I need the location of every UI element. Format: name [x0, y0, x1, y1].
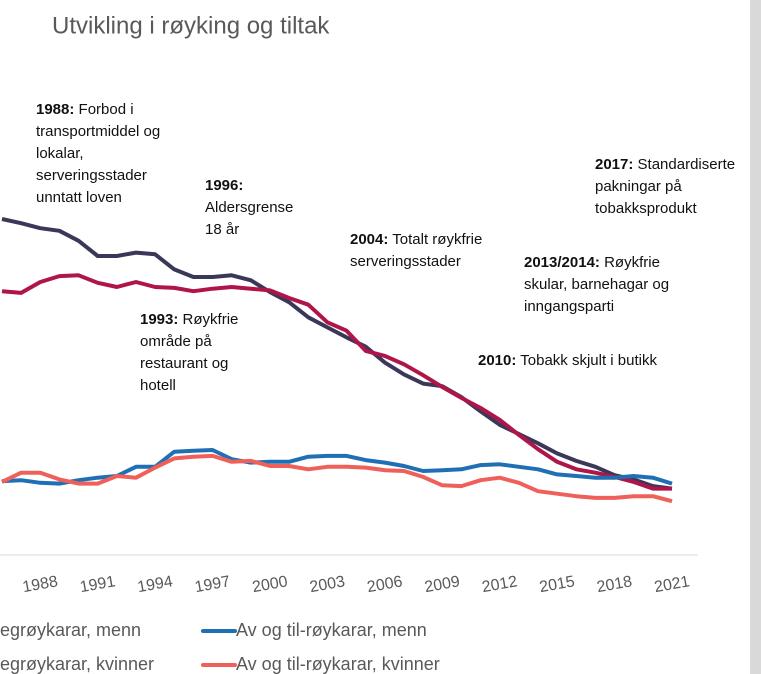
x-tick-label: 2012 [481, 573, 519, 596]
legend-label: Av og til-røykarar, kvinner [236, 654, 440, 674]
annotation-text: område på [140, 333, 212, 350]
legend-label: Av og til-røykarar, menn [236, 620, 427, 640]
annotation-text: tobakksprodukt [595, 200, 698, 217]
legend-label: egrøykarar, kvinner [0, 654, 154, 674]
annotation-text: skular, barnehagar og [524, 276, 669, 293]
annotation-text: lokalar, [36, 145, 84, 162]
series-line [1, 273, 672, 491]
annotation-text: hotell [140, 377, 176, 394]
annotation-year: 1993: [140, 311, 178, 328]
annotation-text: 18 år [205, 221, 239, 238]
annotation: 2010: Tobakk skjult i butikk [478, 352, 657, 369]
scrollbar-strip [750, 0, 761, 674]
annotation-text: restaurant og [140, 355, 228, 372]
annotation-text: Aldersgrense [205, 199, 293, 216]
annotation: 2004: Totalt røykfrie serveringsstader [350, 231, 482, 270]
annotation-text: unntatt loven [36, 189, 122, 206]
series-line [1, 217, 673, 491]
chart-title: Utvikling i røyking og tiltak [52, 12, 330, 39]
annotation-text: transportmiddel og [36, 123, 160, 140]
x-tick-label: 2021 [653, 573, 691, 596]
annotation: 1993: Røykfrie område på restaurant og hote… [140, 311, 238, 394]
x-tick-label: 2000 [251, 573, 289, 596]
annotation-text: inngangsparti [524, 298, 614, 315]
annotation: 1996: Aldersgrense 18 år [205, 177, 293, 238]
x-tick-label: 2006 [366, 573, 404, 596]
x-tick-label: 2009 [423, 573, 461, 596]
annotation-year: 2017: [595, 156, 633, 173]
x-tick-label: 2015 [538, 573, 576, 596]
x-tick-label: 2018 [596, 573, 634, 596]
x-tick-label: 1994 [136, 573, 174, 596]
x-tick-label: 1988 [21, 573, 59, 596]
series-line [1, 453, 673, 504]
x-tick-label: 1997 [194, 573, 232, 596]
annotation: 2017: Standardiserte pakningar på tobakksp… [595, 156, 735, 217]
annotation-year: 1988: [36, 101, 74, 118]
annotation-text: Totalt røykfrie [388, 231, 482, 248]
annotation-text: serveringsstader [350, 253, 461, 270]
annotation-text: pakningar på [595, 178, 682, 195]
annotation-text: Standardiserte [633, 156, 735, 173]
annotation-year: 2004: [350, 231, 388, 248]
x-tick-label: 2003 [308, 573, 346, 596]
annotation-year: 1996: [205, 177, 243, 194]
annotation-text: serveringsstader [36, 167, 147, 184]
annotation-text: Forbod i [74, 101, 133, 118]
annotation-text: Røykfrie [600, 254, 660, 271]
annotation-text: Tobakk skjult i butikk [516, 352, 657, 369]
legend-label: egrøykarar, menn [0, 620, 141, 640]
annotation: 1988: Forbod i transportmiddel og lokalar,… [36, 101, 160, 206]
annotation-year: 2010: [478, 352, 516, 369]
annotation-year: 2013/2014: [524, 254, 600, 271]
annotation-text: Røykfrie [178, 311, 238, 328]
x-tick-label: 1991 [79, 573, 117, 596]
annotation: 2013/2014: Røykfrie skular, barnehagar og… [524, 254, 669, 315]
